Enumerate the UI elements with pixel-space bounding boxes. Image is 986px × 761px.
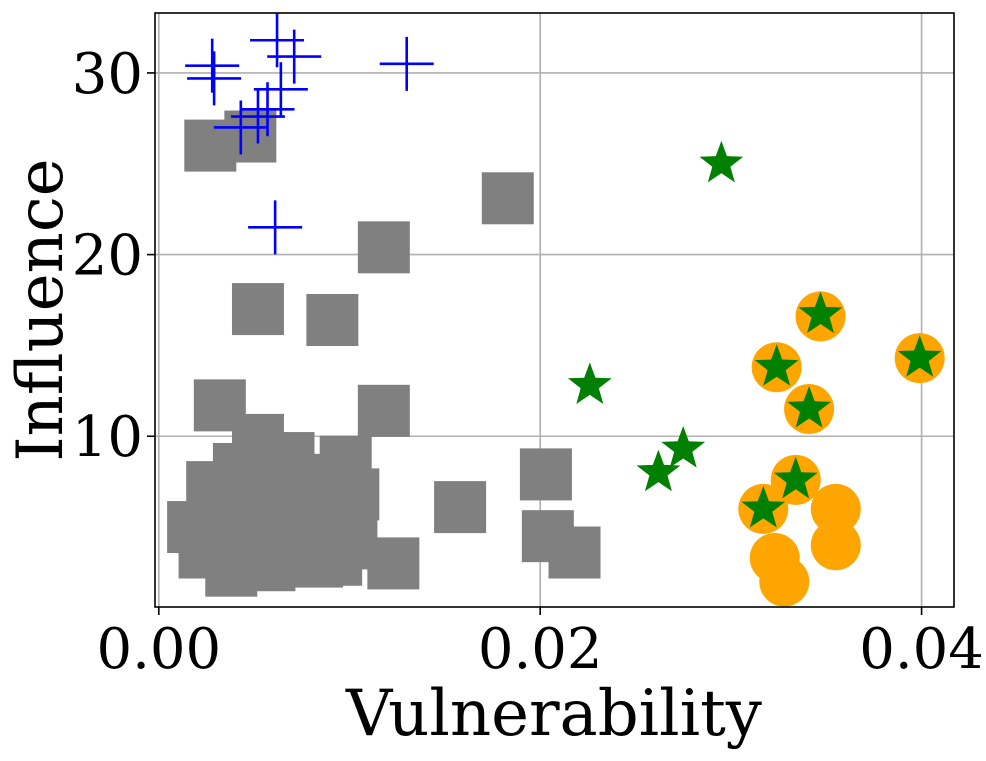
- square-point: [231, 283, 284, 336]
- circle-group: [738, 291, 945, 607]
- star-point: [567, 362, 612, 404]
- square-point: [481, 172, 534, 225]
- star-point: [741, 485, 786, 528]
- square-point: [367, 537, 420, 590]
- y-tick-label: 30: [72, 42, 143, 107]
- plus-group: [185, 13, 434, 255]
- star-point: [754, 344, 799, 386]
- plus-point: [248, 200, 303, 255]
- plus-point: [185, 38, 240, 93]
- plus-point: [187, 51, 242, 106]
- square-group: [167, 110, 601, 597]
- star-point: [773, 456, 818, 499]
- square-point: [357, 221, 410, 274]
- square-point: [548, 526, 601, 579]
- square-point: [434, 481, 487, 534]
- plus-point: [267, 29, 322, 84]
- x-tick-label: 0.00: [96, 617, 221, 682]
- star-point: [787, 386, 831, 428]
- axis-ticks: 0.00 0.02 0.04 10 20 30: [72, 42, 984, 682]
- axes-frame: [154, 12, 955, 608]
- circle-point: [810, 483, 861, 534]
- y-tick-label: 20: [72, 224, 143, 289]
- star-point: [661, 426, 706, 468]
- star-point: [897, 335, 942, 377]
- x-axis-label: Vulnerability: [345, 677, 762, 751]
- plus-point: [379, 36, 434, 91]
- star-point: [798, 291, 843, 334]
- square-point: [243, 539, 296, 592]
- star-point: [699, 140, 744, 183]
- x-tick-label: 0.04: [859, 617, 984, 682]
- square-point: [291, 535, 344, 588]
- y-tick-label: 10: [72, 405, 143, 470]
- y-axis-label: Influence: [4, 158, 78, 461]
- circle-point: [759, 556, 810, 607]
- square-point: [357, 384, 410, 437]
- circle-point: [810, 520, 861, 571]
- plus-point: [213, 100, 268, 155]
- plus-point: [250, 13, 305, 68]
- square-point: [306, 293, 359, 346]
- x-tick-label: 0.02: [478, 617, 603, 682]
- star-point: [636, 449, 681, 492]
- square-point: [519, 448, 572, 501]
- plus-point: [253, 62, 308, 117]
- star-group: [567, 140, 942, 528]
- data-points: [167, 13, 945, 607]
